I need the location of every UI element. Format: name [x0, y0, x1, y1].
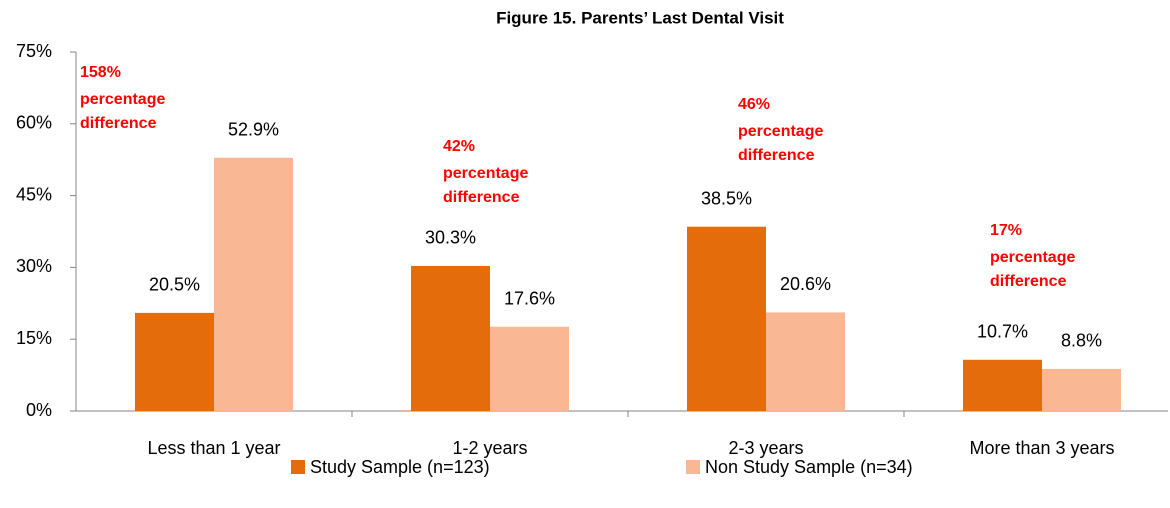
annotation: difference	[990, 273, 1067, 290]
value-label: 8.8%	[1061, 331, 1102, 351]
legend-label: Non Study Sample (n=34)	[705, 457, 913, 477]
y-tick-label: 75%	[16, 41, 52, 61]
bar	[411, 265, 490, 411]
bar	[1042, 368, 1121, 411]
bar	[490, 326, 569, 411]
x-tick-label: Less than 1 year	[147, 438, 280, 458]
bar	[214, 157, 293, 411]
annotation: percentage	[443, 165, 528, 182]
y-tick-label: 0%	[26, 400, 52, 420]
value-label: 17.6%	[504, 289, 555, 309]
value-label: 20.6%	[780, 274, 831, 294]
value-label: 10.7%	[977, 322, 1028, 342]
value-label: 30.3%	[425, 228, 476, 248]
value-label: 52.9%	[228, 120, 279, 140]
annotation: difference	[443, 189, 520, 206]
annotation: percentage	[738, 123, 823, 140]
y-tick-label: 30%	[16, 256, 52, 276]
annotation: 46%	[738, 96, 770, 113]
annotation: difference	[738, 147, 815, 164]
y-tick-label: 45%	[16, 184, 52, 204]
bar	[135, 312, 214, 411]
annotation: 17%	[990, 222, 1022, 239]
x-tick-label: More than 3 years	[969, 438, 1114, 458]
annotation: percentage	[990, 249, 1075, 266]
y-tick-label: 60%	[16, 113, 52, 133]
legend-label: Study Sample (n=123)	[310, 457, 490, 477]
legend-swatch	[686, 460, 700, 474]
annotation: 42%	[443, 138, 475, 155]
x-tick-label: 1-2 years	[452, 438, 527, 458]
bar	[963, 359, 1042, 411]
annotation: difference	[80, 115, 157, 132]
value-label: 38.5%	[701, 188, 752, 208]
annotation: percentage	[80, 91, 165, 108]
x-tick-label: 2-3 years	[728, 438, 803, 458]
bar	[766, 312, 845, 411]
value-label: 20.5%	[149, 275, 200, 295]
y-tick-label: 15%	[16, 328, 52, 348]
bar	[687, 226, 766, 411]
chart-title: Figure 15. Parents’ Last Dental Visit	[496, 8, 784, 27]
legend-swatch	[291, 460, 305, 474]
annotation: 158%	[80, 64, 121, 81]
